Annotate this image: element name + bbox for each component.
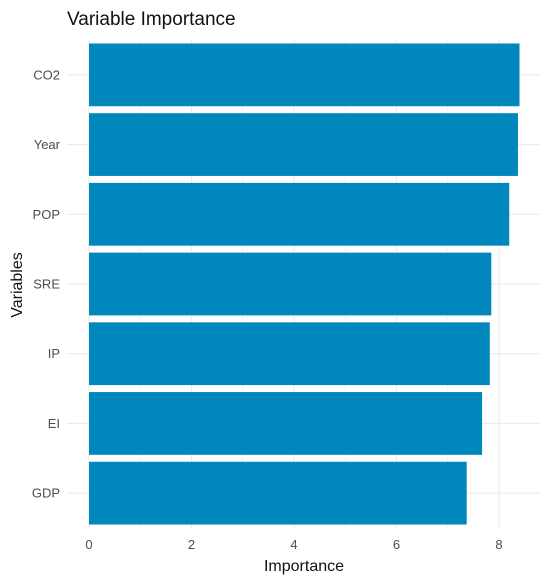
bar-co2 xyxy=(89,43,520,107)
y-tick-label: CO2 xyxy=(33,67,60,82)
bar-gdp xyxy=(89,461,467,525)
x-axis-title: Importance xyxy=(264,558,344,575)
x-tick-label: 2 xyxy=(188,537,195,552)
y-tick-label: IP xyxy=(48,346,60,361)
bars xyxy=(89,43,520,525)
chart-title: Variable Importance xyxy=(67,9,236,30)
x-axis-tick-labels: 0 2 4 6 8 xyxy=(85,537,502,552)
x-tick-label: 4 xyxy=(290,537,297,552)
y-tick-label: EI xyxy=(48,416,60,431)
x-tick-label: 6 xyxy=(393,537,400,552)
bar-ip xyxy=(89,322,490,386)
y-tick-label: POP xyxy=(33,207,60,222)
y-axis-tick-labels: CO2 Year POP SRE IP EI GDP xyxy=(32,67,61,500)
x-tick-label: 8 xyxy=(495,537,502,552)
x-tick-label: 0 xyxy=(85,537,92,552)
y-tick-label: Year xyxy=(34,137,61,152)
bar-sre xyxy=(89,252,492,316)
bar-ei xyxy=(89,392,483,455)
y-tick-label: SRE xyxy=(33,277,60,292)
y-axis-title: Variables xyxy=(9,252,26,318)
bar-pop xyxy=(89,182,510,246)
bar-year xyxy=(89,113,518,176)
y-tick-label: GDP xyxy=(32,486,60,501)
